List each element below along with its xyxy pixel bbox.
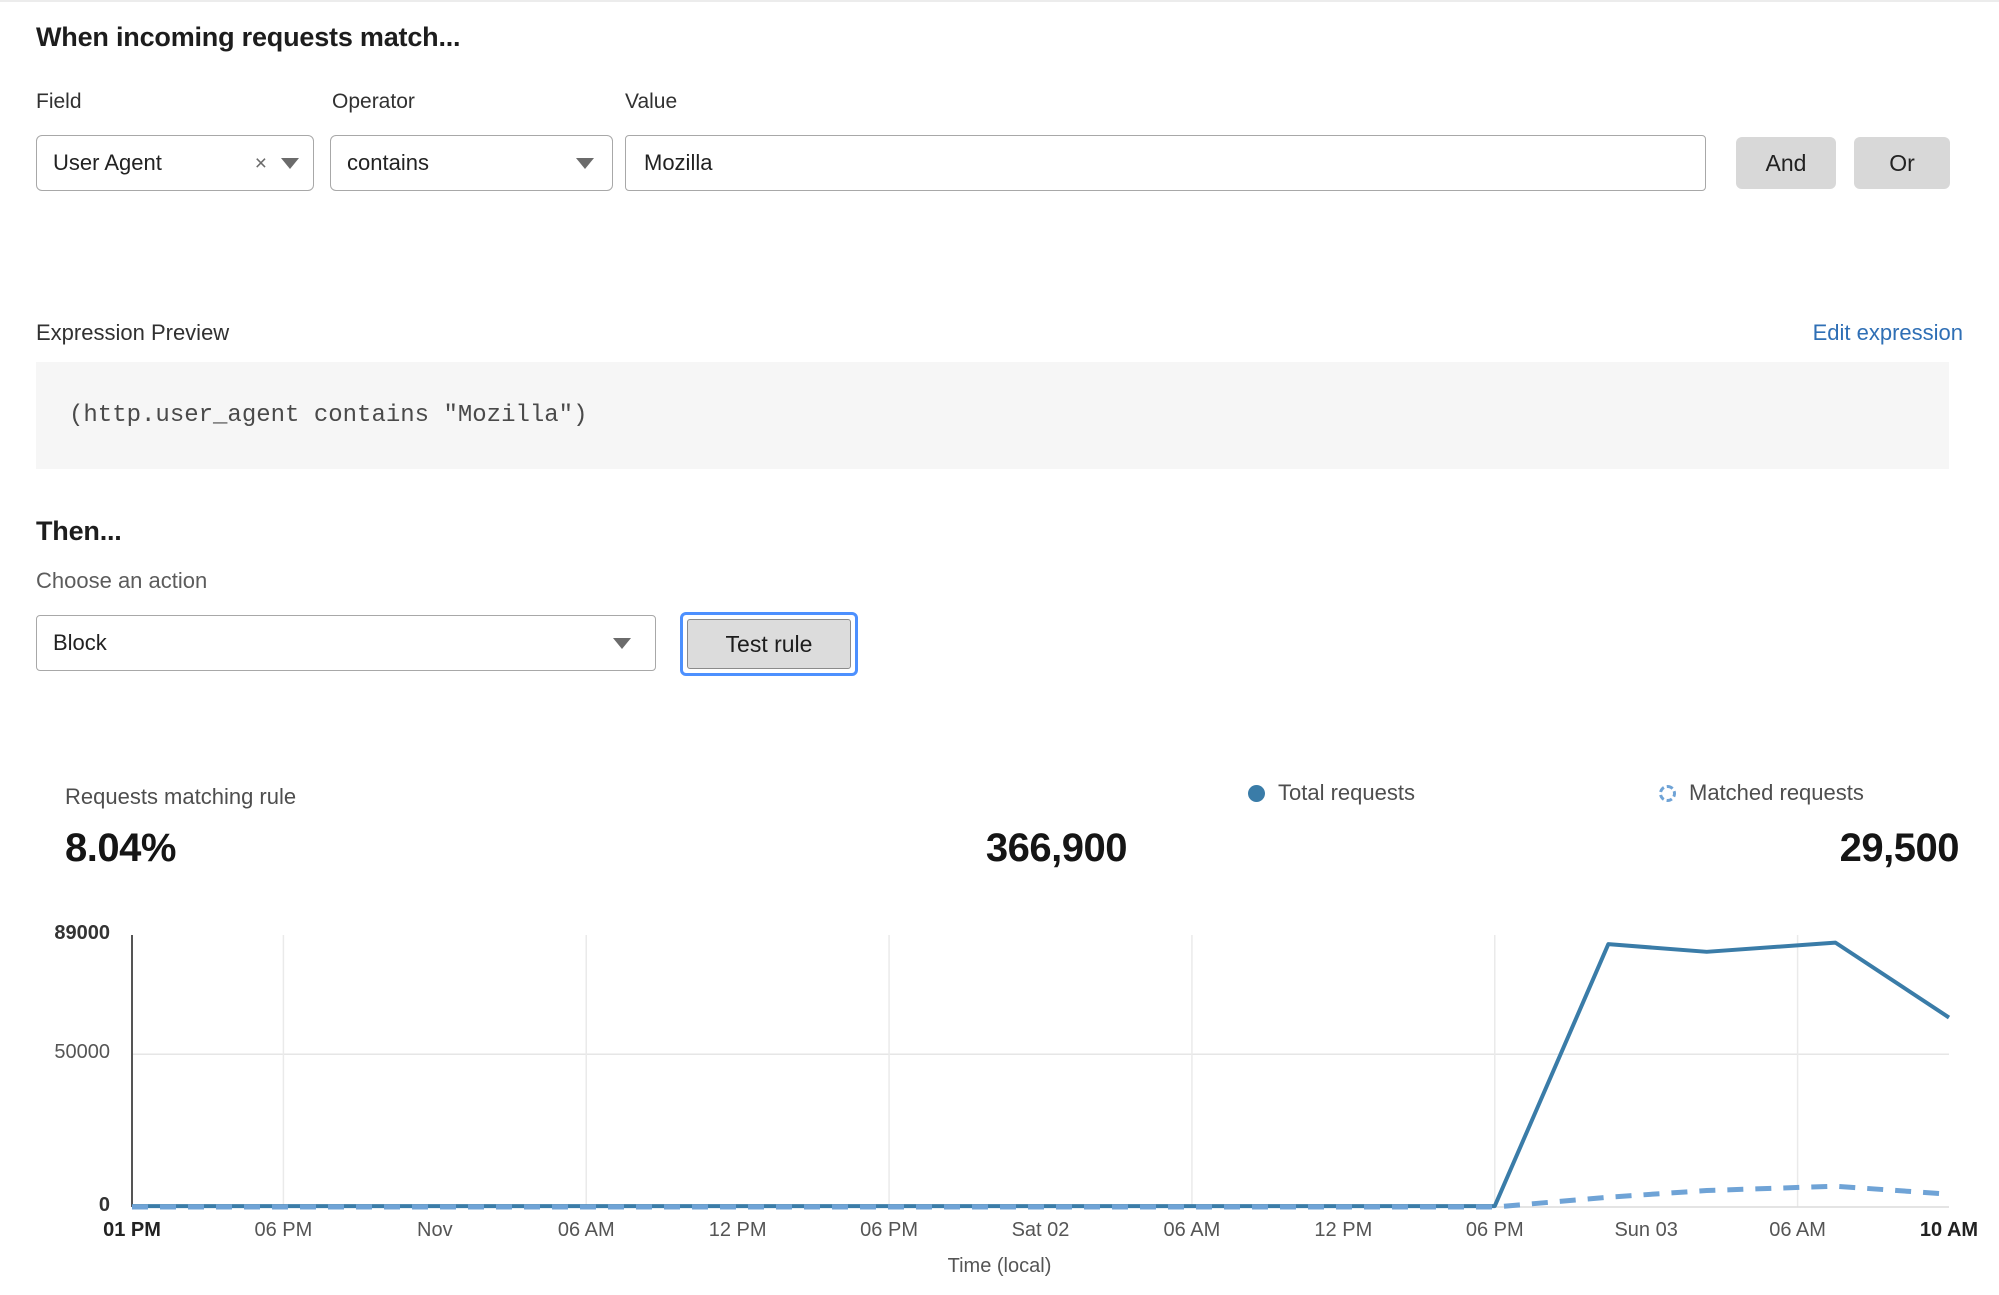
choose-action-label: Choose an action: [36, 568, 208, 593]
test-rule-focus-ring: Test rule: [680, 612, 858, 676]
edit-expression-link[interactable]: Edit expression: [1812, 320, 1963, 345]
chevron-down-icon[interactable]: [281, 157, 299, 169]
x-axis-tick: 12 PM: [708, 1219, 767, 1241]
total-requests-value: 366,900: [985, 826, 1128, 870]
field-label: Field: [36, 90, 82, 113]
and-button[interactable]: And: [1736, 137, 1836, 189]
y-axis-tick: 0: [98, 1194, 110, 1216]
action-select-value: Block: [53, 630, 107, 655]
requests-timeseries-chart: 0 50000 89000 01 PM 06 PM Nov 06 AM 12 PM 06 PM…: [0, 922, 1999, 1295]
x-axis-tick: Sun 03: [1614, 1219, 1678, 1241]
x-axis-tick: 06 PM: [254, 1219, 313, 1241]
test-rule-button[interactable]: Test rule: [687, 619, 851, 669]
operator-label: Operator: [332, 90, 415, 113]
chevron-down-icon[interactable]: [613, 637, 631, 649]
page-title: When incoming requests match...: [36, 22, 461, 52]
chart-plot-area: [131, 935, 1951, 1210]
legend-matched-requests: Matched requests: [1659, 780, 1864, 806]
x-axis-tick: 06 PM: [860, 1219, 918, 1241]
x-axis-title: Time (local): [947, 1255, 1052, 1277]
field-select-value: User Agent: [53, 150, 162, 175]
y-axis-labels: 0 50000 89000: [0, 922, 122, 1227]
operator-select-value: contains: [347, 150, 429, 175]
requests-matching-label: Requests matching rule: [65, 784, 297, 809]
x-axis-tick: 06 PM: [1465, 1219, 1524, 1241]
legend-matched-label: Matched requests: [1689, 780, 1864, 805]
x-axis-tick: 06 AM: [1769, 1219, 1826, 1241]
x-axis-tick: Nov: [417, 1219, 453, 1241]
then-title: Then...: [36, 516, 122, 546]
solid-circle-icon: [1248, 784, 1265, 802]
legend-total-requests: Total requests: [1248, 780, 1415, 806]
y-axis-tick: 89000: [54, 922, 110, 944]
x-axis-tick: Sat 02: [1011, 1219, 1070, 1241]
requests-matching-value: 8.04%: [65, 826, 176, 870]
expression-preview-box: (http.user_agent contains "Mozilla"): [36, 362, 1949, 469]
value-input[interactable]: [625, 135, 1706, 191]
x-axis-tick: 12 PM: [1314, 1219, 1373, 1241]
value-label: Value: [625, 90, 678, 113]
x-axis-tick: 10 AM: [1919, 1219, 1979, 1241]
x-axis-tick: 06 AM: [557, 1219, 615, 1241]
legend-total-label: Total requests: [1278, 780, 1415, 805]
x-axis-tick: 01 PM: [103, 1219, 161, 1241]
matched-requests-value: 29,500: [1839, 826, 1960, 870]
expression-text: (http.user_agent contains "Mozilla"): [69, 402, 588, 429]
or-button[interactable]: Or: [1854, 137, 1950, 189]
operator-select[interactable]: contains: [330, 135, 613, 191]
dashed-circle-icon: [1659, 784, 1676, 802]
y-axis-tick: 50000: [54, 1041, 110, 1064]
action-select[interactable]: Block: [36, 615, 656, 671]
field-select[interactable]: User Agent ×: [36, 135, 314, 191]
x-axis-tick: 06 AM: [1163, 1219, 1221, 1241]
expression-preview-label: Expression Preview: [36, 320, 230, 345]
chevron-down-icon[interactable]: [576, 157, 594, 169]
close-icon[interactable]: ×: [254, 151, 267, 175]
